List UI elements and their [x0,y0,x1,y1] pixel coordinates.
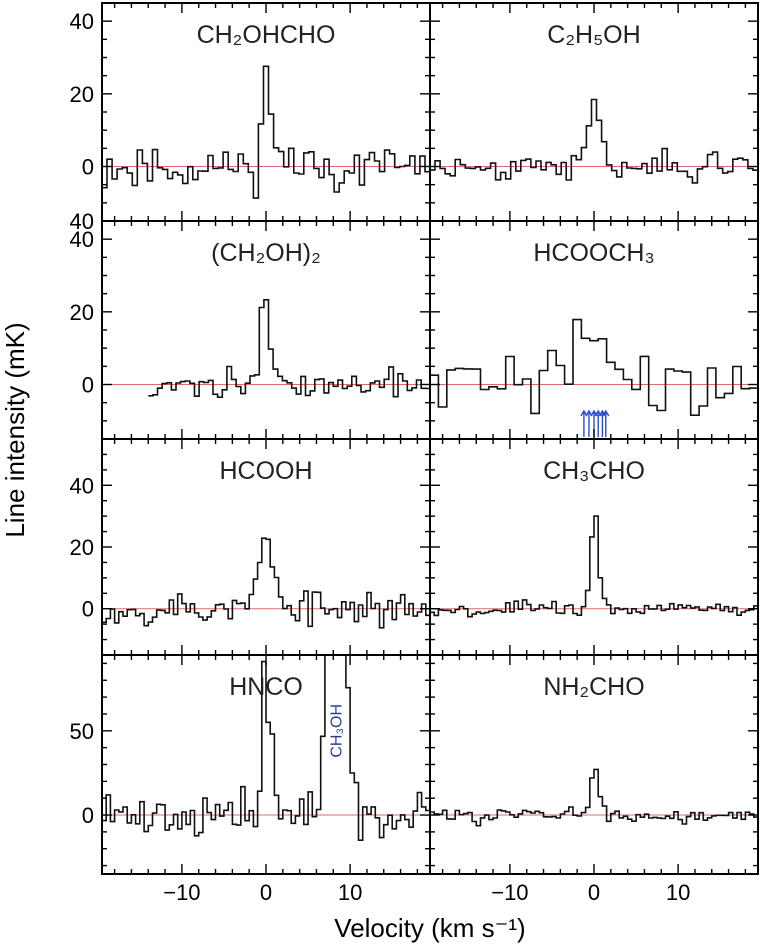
panel-title: (CH₂OH)₂ [211,239,321,267]
y-tick-label: 40 [70,9,94,34]
spectrum-line [102,65,430,199]
panel-3: HCOOCH₃ [429,220,759,440]
panel-1: C₂H₅OH [429,2,759,222]
y-tick-label: 20 [70,300,94,325]
y-tick-label: 0 [82,803,94,828]
spectrum-line [148,299,430,398]
panel-title: C₂H₅OH [547,21,640,49]
transition-marker-0 [580,409,588,437]
spectrum-line [430,515,758,618]
ticks [430,655,758,874]
panel-6: CH₃OH HNCO 0 50 −10 0 10 [70,654,431,905]
x-tick-label: 0 [588,880,600,905]
y-tick-label: 50 [70,719,94,744]
panel-title: HCOOH [219,457,312,485]
y-tick-label: 0 [82,155,94,180]
transition-marker-1 [585,409,593,437]
y-tick-label: 20 [70,82,94,107]
x-tick-label: −10 [491,880,528,905]
y-tick-label: 0 [82,373,94,398]
line-annotation: CH₃OH [329,704,346,758]
y-tick-label: 40 [70,227,94,252]
panel-4: HCOOH 0 20 40 [70,438,431,656]
transition-marker-4 [598,409,607,437]
x-tick-label: 10 [666,880,690,905]
y-tick-label: 0 [82,597,94,622]
spectrum-line [102,537,430,629]
spectrum-line [430,98,758,184]
spectrum-line [430,768,758,827]
x-tick-label: −10 [163,880,200,905]
panel-5: CH₃CHO [429,438,759,656]
panel-title: CH₃CHO [543,457,645,485]
panel-title: HCOOCH₃ [533,239,654,267]
panel-frame [429,654,759,875]
panel-7: NH₂CHO −10 0 10 [429,654,759,905]
spectrum-line [102,655,430,841]
panel-title: NH₂CHO [543,673,644,701]
y-tick-label: 40 [70,209,94,234]
y-tick-label: 40 [70,473,94,498]
panel-title: CH₂OHCHO [197,21,336,49]
spectrum-line [430,318,758,416]
transition-marker-5 [602,409,610,437]
y-tick-label: 20 [70,535,94,560]
panel-0: CH₂OHCHO 0 20 40 40 [70,2,431,234]
x-tick-label: 10 [338,880,362,905]
panel-2: (CH₂OH)₂ 0 20 40 [70,220,431,440]
x-tick-label: 0 [260,880,272,905]
panel-title: HNCO [229,673,303,701]
y-axis-label: Line intensity (mK) [0,322,30,537]
x-axis-label: Velocity (km s⁻¹) [334,913,525,943]
